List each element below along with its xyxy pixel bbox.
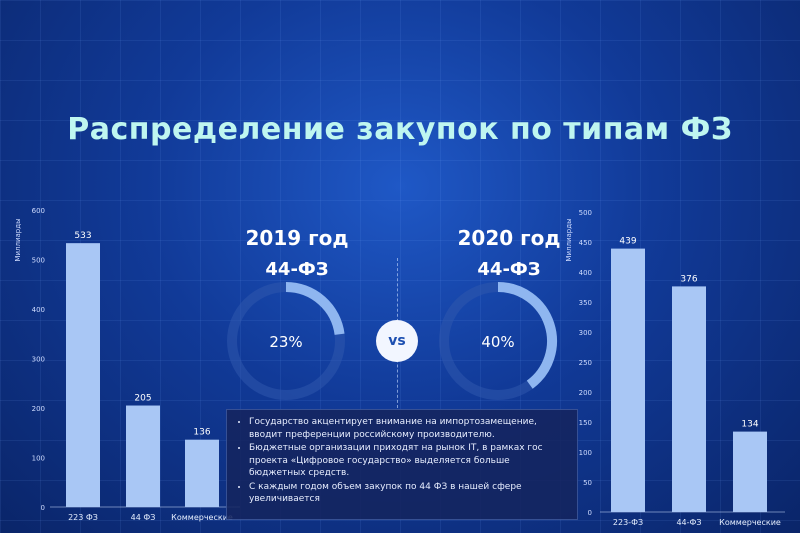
left-y-tick: 200 xyxy=(32,405,45,413)
right-y-tick: 500 xyxy=(579,209,592,217)
donut-year-2020: 2020 год xyxy=(457,226,561,250)
right-y-label: Миллиарды xyxy=(565,218,573,261)
left-bar xyxy=(66,243,100,508)
note-item: Бюджетные организации приходят на рынок … xyxy=(249,442,569,480)
right-y-tick: 300 xyxy=(579,329,592,337)
right-bar xyxy=(733,431,767,512)
donut-year-2019: 2019 год xyxy=(245,226,349,250)
donut-law-2019: 44-ФЗ xyxy=(265,259,329,280)
left-bar xyxy=(185,439,219,507)
note-item: Государство акцентирует внимание на импо… xyxy=(249,416,569,441)
left-category-label: Коммерческие xyxy=(171,513,233,522)
right-bar xyxy=(672,286,706,512)
right-bar xyxy=(611,248,645,512)
left-y-tick: 100 xyxy=(32,455,45,463)
left-data-label: 205 xyxy=(134,394,151,404)
right-y-tick: 250 xyxy=(579,359,592,367)
right-y-tick: 100 xyxy=(579,449,592,457)
note-item: С каждым годом объем закупок по 44 ФЗ в … xyxy=(249,481,569,506)
left-y-tick: 0 xyxy=(41,504,45,512)
donut-chart-2019: 23% xyxy=(227,282,345,400)
donut-percent-2020: 40% xyxy=(481,333,514,351)
page-title: Распределение закупок по типам ФЗ xyxy=(67,112,733,147)
left-y-tick: 400 xyxy=(32,306,45,314)
left-category-label: 44 ФЗ xyxy=(131,513,156,522)
left-y-label: Миллиарды xyxy=(14,218,22,261)
left-y-tick: 600 xyxy=(32,207,45,215)
left-y-tick: 300 xyxy=(32,356,45,364)
right-y-tick: 450 xyxy=(579,239,592,247)
donut-chart-2020: 40% xyxy=(439,282,557,400)
left-bar xyxy=(126,405,160,507)
right-category-label: 223-ФЗ xyxy=(613,518,643,527)
left-data-label: 533 xyxy=(74,231,91,241)
left-category-label: 223 ФЗ xyxy=(68,513,98,522)
notes-panel: Государство акцентирует внимание на импо… xyxy=(226,409,578,520)
donut-arc-2019 xyxy=(285,282,345,336)
donut-arc-2020 xyxy=(497,282,557,389)
right-y-tick: 400 xyxy=(579,269,592,277)
right-y-tick: 0 xyxy=(588,509,592,517)
vs-badge: vs xyxy=(376,320,418,362)
right-y-tick: 50 xyxy=(583,479,592,487)
right-y-tick: 150 xyxy=(579,419,592,427)
donut-percent-2019: 23% xyxy=(269,333,302,351)
right-category-label: 44-ФЗ xyxy=(676,518,701,527)
right-category-label: Коммерческие xyxy=(719,518,781,527)
donut-law-2020: 44-ФЗ xyxy=(477,259,541,280)
right-y-tick: 350 xyxy=(579,299,592,307)
right-data-label: 134 xyxy=(741,420,758,430)
right-y-tick: 200 xyxy=(579,389,592,397)
left-data-label: 136 xyxy=(193,428,210,438)
right-data-label: 439 xyxy=(619,237,636,247)
right-data-label: 376 xyxy=(680,274,697,284)
left-y-tick: 500 xyxy=(32,257,45,265)
